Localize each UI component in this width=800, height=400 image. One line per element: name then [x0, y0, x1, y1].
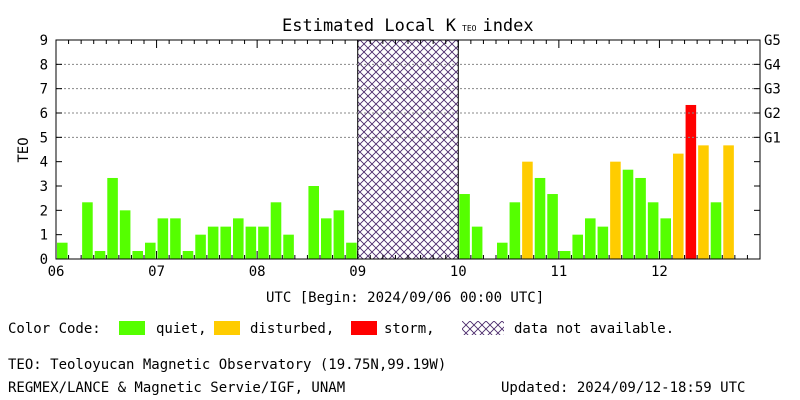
bar-12	[207, 226, 219, 259]
bar-5	[119, 210, 131, 259]
bar-6	[132, 250, 143, 259]
g-label-G4: G4	[764, 57, 781, 73]
bar-16	[258, 226, 269, 259]
y-tick-label-4: 4	[40, 155, 48, 171]
bar-23	[346, 242, 357, 259]
bar-21	[321, 218, 332, 259]
y-tick-label-2: 2	[40, 203, 48, 219]
title-main: Estimated Local K	[282, 16, 456, 36]
bar-11	[195, 234, 206, 259]
footer-updated: Updated: 2024/09/12-18:59 UTC	[501, 380, 746, 396]
bar-35	[497, 242, 508, 259]
bar-43	[597, 226, 609, 259]
bar-13	[220, 226, 231, 259]
legend-disturbed: disturbed,	[250, 321, 335, 337]
y-tick-label-8: 8	[40, 57, 48, 73]
g-label-G2: G2	[764, 106, 781, 122]
legend-no-data: data not available.	[514, 321, 675, 337]
legend-storm: storm,	[384, 321, 435, 337]
bar-45	[622, 169, 634, 259]
bar-0	[57, 242, 68, 259]
bar-48	[660, 218, 671, 259]
chart-title: Estimated Local K TEO index	[282, 17, 534, 38]
title-subscript: TEO	[462, 24, 477, 33]
bar-51	[698, 145, 709, 259]
y-tick-label-7: 7	[40, 82, 48, 98]
bar-8	[157, 218, 169, 259]
bar-40	[559, 250, 571, 259]
legend-prefix: Color Code:	[8, 321, 101, 337]
bar-22	[333, 210, 345, 259]
legend-swatch-storm	[351, 321, 377, 335]
bar-53	[723, 145, 734, 259]
bar-47	[647, 202, 659, 259]
footer-observatory: TEO: Teoloyucan Magnetic Observatory (19…	[8, 357, 447, 373]
x-tick-label-08: 08	[249, 264, 266, 280]
bar-38	[534, 177, 546, 259]
bar-39	[547, 194, 558, 259]
bar-46	[635, 177, 646, 259]
bar-44	[610, 161, 621, 259]
bar-4	[107, 177, 118, 259]
bar-52	[710, 202, 722, 259]
legend-swatch-no-data	[462, 321, 504, 335]
y-tick-label-6: 6	[40, 106, 48, 122]
bar-7	[145, 242, 156, 259]
bar-36	[509, 202, 521, 259]
bar-3	[94, 250, 106, 259]
legend-quiet: quiet,	[156, 321, 207, 337]
title-suffix: index	[482, 16, 534, 36]
bar-37	[522, 161, 533, 259]
bar-14	[233, 218, 244, 259]
bar-49	[673, 153, 684, 259]
bar-41	[572, 234, 583, 259]
g-label-G5: G5	[764, 33, 781, 49]
g-label-G3: G3	[764, 82, 781, 98]
bar-20	[308, 186, 319, 259]
x-tick-label-10: 10	[450, 264, 467, 280]
bar-32	[459, 194, 470, 259]
y-tick-label-1: 1	[40, 228, 48, 244]
x-tick-label-09: 09	[349, 264, 366, 280]
no-data-region	[357, 39, 459, 260]
bar-33	[471, 226, 483, 259]
footer-institution: REGMEX/LANCE & Magnetic Servie/IGF, UNAM	[8, 380, 346, 396]
y-tick-label-3: 3	[40, 179, 48, 195]
legend-swatch-quiet	[119, 321, 145, 335]
x-tick-label-07: 07	[148, 264, 165, 280]
bar-9	[170, 218, 181, 259]
x-axis-label: UTC [Begin: 2024/09/06 00:00 UTC]	[266, 290, 545, 306]
legend-swatch-disturbed	[214, 321, 240, 335]
bars-layer	[57, 104, 734, 259]
y-tick-label-9: 9	[40, 33, 48, 49]
g-label-G1: G1	[764, 130, 781, 146]
bar-50	[685, 104, 697, 259]
bar-18	[283, 234, 294, 259]
bar-2	[82, 202, 93, 259]
x-tick-label-11: 11	[550, 264, 567, 280]
bar-15	[245, 226, 257, 259]
y-tick-label-5: 5	[40, 130, 48, 146]
bar-10	[182, 250, 194, 259]
y-axis-label: TEO	[16, 137, 32, 163]
bar-42	[585, 218, 596, 259]
x-tick-label-06: 06	[48, 264, 65, 280]
x-tick-label-12: 12	[651, 264, 668, 280]
y-tick-label-0: 0	[40, 252, 48, 268]
bar-17	[270, 202, 282, 259]
